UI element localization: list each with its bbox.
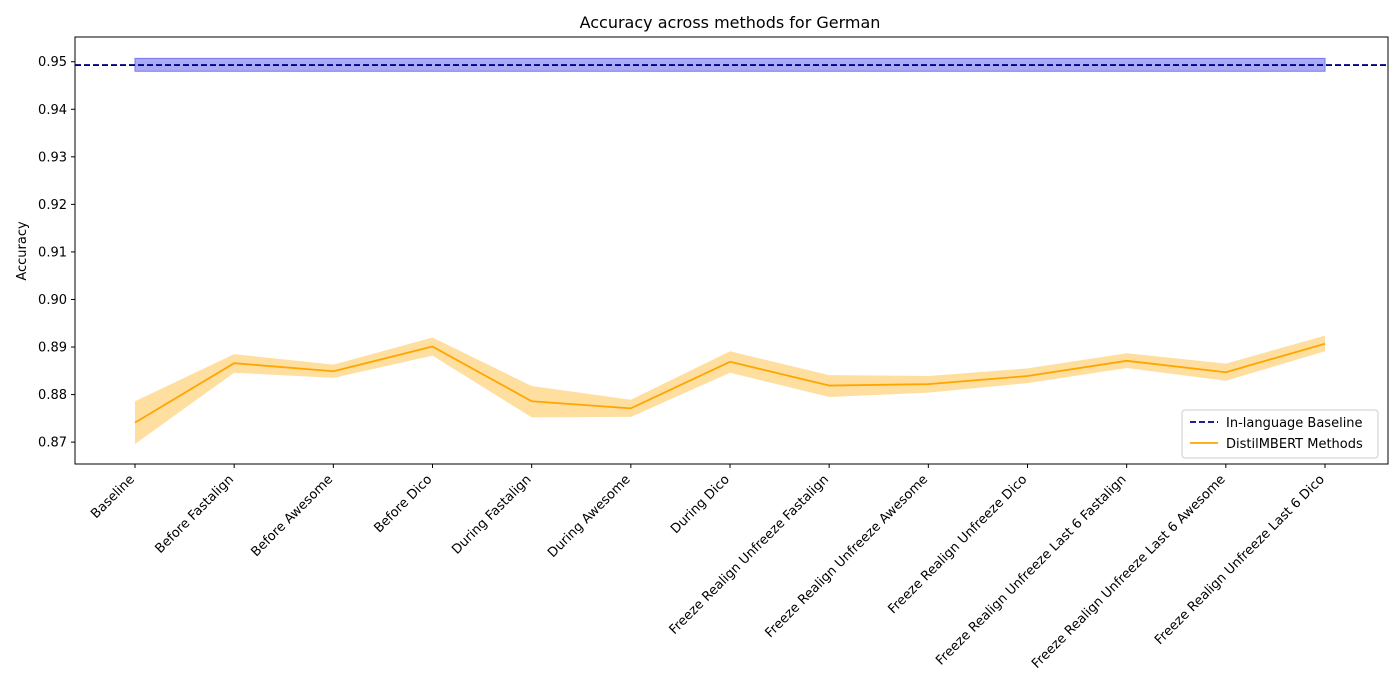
x-tick-label: Freeze Realign Unfreeze Last 6 Dico [1152,472,1328,648]
x-tick-label: During Dico [668,472,733,537]
chart-title: Accuracy across methods for German [580,13,881,32]
y-tick-label: 0.94 [38,103,67,118]
x-tick-label: Freeze Realign Unfreeze Last 6 Fastalign [933,472,1129,668]
x-tick-label: Baseline [88,472,138,522]
x-tick-label: During Fastalign [449,472,534,557]
plot-area: 0.87 0.88 0.89 0.90 0.91 0.92 0.93 0.94 0.95 Base… [38,36,1389,672]
x-tick-label: Freeze Realign Unfreeze Last 6 Awesome [1029,472,1229,672]
y-tick-label: 0.92 [38,198,67,213]
legend-label-in-language-baseline: In-language Baseline [1226,416,1363,431]
x-tick-label: During Awesome [545,472,634,561]
x-tick-label: Freeze Realign Unfreeze Awesome [762,472,931,641]
legend-box [1181,409,1379,459]
legend-label-distilmbert-methods: DistilMBERT Methods [1226,437,1363,452]
y-tick-label: 0.88 [38,388,67,403]
y-axis-label: Accuracy [15,221,30,281]
x-tick-label: Before Awesome [248,472,336,560]
series-confidence-band-0 [135,335,1325,445]
y-tick-label: 0.87 [38,436,67,451]
axes-frame [74,36,1389,465]
legend: In-language Baseline DistilMBERT Methods [1181,409,1379,459]
series-line-0 [134,342,1326,424]
y-tick-label: 0.90 [38,293,67,308]
x-tick-label: Before Dico [371,472,435,536]
y-tick-label: 0.95 [38,55,67,70]
y-tick-label: 0.89 [38,341,67,356]
x-tick-label: Freeze Realign Unfreeze Fastalign [667,472,832,637]
y-tick-label: 0.93 [38,150,67,165]
x-tick-label: Before Fastalign [153,472,237,556]
y-tick-label: 0.91 [38,245,67,260]
